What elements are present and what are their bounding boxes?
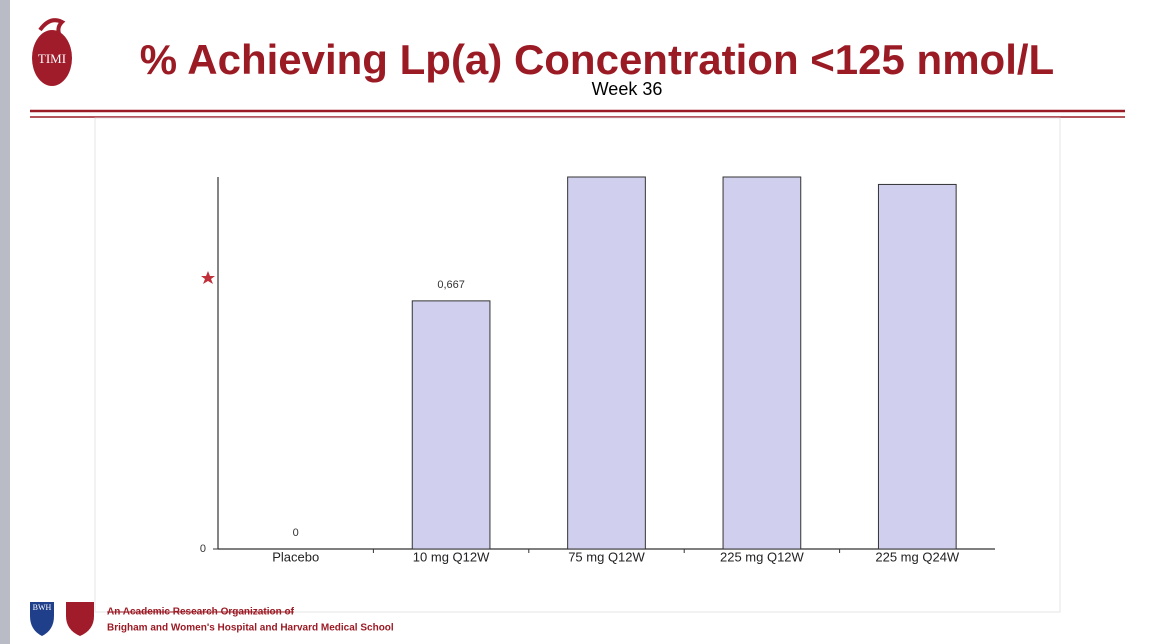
bar [722,176,802,550]
x-tick-label: Placebo [272,549,319,564]
harvard-logo [66,602,94,636]
value-label: 0 [293,527,299,539]
bwh-logo: BWH [30,602,54,636]
chart-subtitle: Week 36 [592,79,663,99]
footer-line: Brigham and Women's Hospital and Harvard… [107,623,394,634]
footer-line: An Academic Research Organization of [107,607,295,618]
side-bar [0,0,10,644]
bar [411,300,491,550]
x-tick-label: 225 mg Q12W [720,549,805,564]
x-tick-label: 225 mg Q24W [875,549,960,564]
x-tick-label: 10 mg Q12W [413,549,490,564]
x-tick-label: 75 mg Q12W [568,549,645,564]
chart-title: % Achieving Lp(a) Concentration <125 nmo… [140,36,1054,83]
bar [567,176,646,550]
star-marker [201,271,215,284]
bwh-text: BWH [33,603,52,612]
timi-logo: TIMI [32,18,72,86]
plot: 0 Placebo 0 10 mg Q12W 0,667 75 mg Q12W 225 mg… [200,176,995,564]
bar [877,183,957,550]
y-tick-label: 0 [200,543,206,555]
logo-text: TIMI [38,51,66,66]
value-label: 0,667 [437,279,465,291]
